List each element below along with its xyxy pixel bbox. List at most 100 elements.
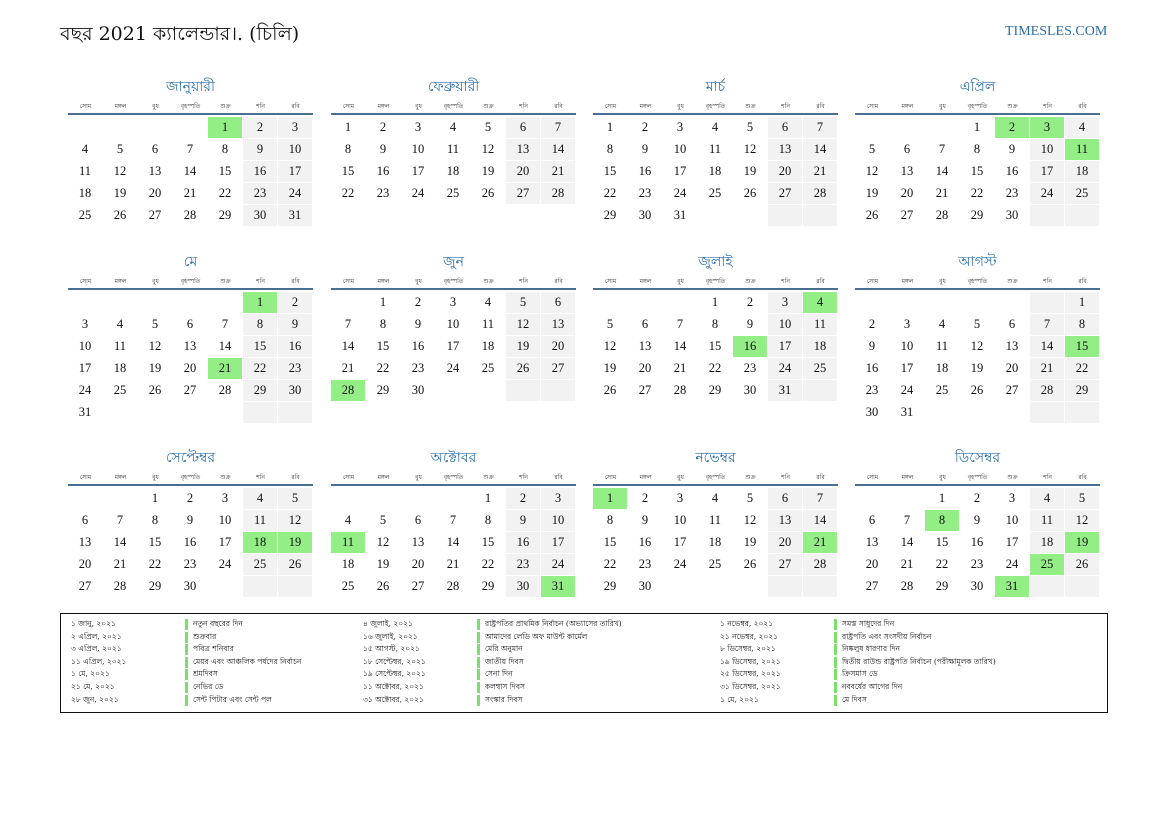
weekday-label: বৃহস্পতি (967, 103, 988, 110)
day-cell: 24 (1005, 557, 1019, 571)
holiday-date: ১৫ আগস্ট, ২০২১ (363, 644, 420, 654)
weekday-label: রবি (554, 474, 563, 481)
day-cell: 7 (116, 513, 124, 527)
day-cell: 23 (243, 183, 277, 204)
day-cell: 26 (113, 208, 127, 222)
day-cell: 12 (743, 513, 757, 527)
weekday-label: রবি (291, 474, 300, 481)
weekday-label: শুক্র (483, 278, 494, 285)
day-cell: 9 (414, 317, 422, 331)
day-cell: 27 (541, 358, 575, 379)
weekday-header: সোম মঙ্গল বুধ বৃহস্পতি শুক্র শনি রবি (68, 472, 313, 482)
day-cell: 3 (414, 120, 422, 134)
holiday-name: নববর্ষের আগের দিন (842, 682, 903, 691)
holiday-name: শ্রমদিবস (193, 669, 218, 679)
weekday-label: মঙ্গল (901, 103, 914, 110)
empty-weekend-cell (1030, 402, 1064, 423)
holiday-day-cell: 11 (331, 532, 365, 553)
holiday-day-cell: 31 (995, 576, 1029, 597)
day-cell: 17 (541, 532, 575, 553)
day-cell: 17 (900, 361, 914, 375)
holiday-day-cell: 19 (278, 532, 312, 553)
day-cell: 12 (113, 164, 127, 178)
day-cell: 4 (711, 120, 719, 134)
day-cell: 23 (278, 358, 312, 379)
day-cell: 16 (376, 164, 390, 178)
day-cell: 22 (970, 186, 984, 200)
month-name: ডিসেম্বর (954, 450, 1001, 466)
day-cell: 6 (151, 142, 159, 156)
weekday-label: রবি (816, 474, 825, 481)
day-cell: 20 (865, 557, 879, 571)
holiday-date: ৩১ ডিসেম্বর, ২০২১ (720, 682, 781, 691)
day-cell: 5 (278, 488, 312, 509)
day-cell: 4 (449, 120, 457, 134)
day-cell: 20 (411, 557, 425, 571)
day-cell: 23 (183, 557, 197, 571)
day-cell: 19 (376, 557, 390, 571)
day-cell: 19 (865, 186, 879, 200)
day-cell: 6 (506, 117, 540, 138)
site-link[interactable]: TIMESLES.COM (1005, 24, 1108, 39)
day-cell: 10 (1030, 139, 1064, 160)
holiday-date: ১৯ ডিসেম্বর, ২০২১ (720, 656, 781, 666)
day-cell: 27 (411, 579, 425, 593)
holiday-date: ৩ এপ্রিল, ২০২১ (71, 644, 122, 654)
weekday-label: বৃহস্পতি (967, 278, 988, 285)
day-cell: 29 (603, 208, 617, 222)
day-cell: 13 (78, 535, 92, 549)
weekday-label: সোম (342, 474, 355, 481)
day-cell: 30 (970, 579, 984, 593)
weekday-label: বৃহস্পতি (180, 278, 201, 285)
day-cell: 24 (541, 554, 575, 575)
weekday-header: সোম মঙ্গল বুধ বৃহস্পতি শুক্র শনি রবি (855, 276, 1100, 286)
holiday-day-cell: 18 (243, 532, 277, 553)
header-rule (331, 484, 576, 486)
weekday-label: সোম (866, 103, 879, 110)
weekday-label: রবি (816, 103, 825, 110)
weekday-label: মঙ্গল (639, 278, 652, 285)
day-cell: 5 (746, 491, 754, 505)
weekday-label: বুধ (152, 103, 159, 110)
day-cell: 10 (218, 513, 232, 527)
day-cell: 12 (278, 510, 312, 531)
weekday-label: শনি (256, 103, 265, 110)
day-cell: 13 (1005, 339, 1019, 353)
day-cell: 17 (218, 535, 232, 549)
day-cell: 21 (341, 361, 355, 375)
holiday-name: রাষ্ট্রপতির প্রাথমিক নির্বাচন (অভ্যাসের … (485, 619, 622, 628)
weekday-label: শনি (1043, 103, 1052, 110)
day-cell: 17 (411, 164, 425, 178)
day-cell: 23 (970, 557, 984, 571)
day-cell: 14 (1030, 336, 1064, 357)
day-cell: 14 (673, 339, 687, 353)
weekday-label: রবি (291, 278, 300, 285)
day-grid: 1 2 3 4 5 6 7 8 9 10 11 12 13 14 15 16 17 18 19 20 21 22 23 24 2… (593, 488, 838, 622)
holiday-marker (834, 619, 837, 630)
day-cell: 29 (603, 579, 617, 593)
day-cell: 20 (541, 336, 575, 357)
holiday-marker (834, 644, 837, 656)
day-cell: 9 (278, 314, 312, 335)
day-cell: 28 (1030, 380, 1064, 401)
header-rule (855, 288, 1100, 290)
day-cell: 6 (641, 317, 649, 331)
day-cell: 3 (449, 295, 457, 309)
header-rule (855, 484, 1100, 486)
empty-weekend-cell (1030, 576, 1064, 597)
day-cell: 24 (673, 557, 687, 571)
day-cell: 18 (803, 336, 837, 357)
day-grid: 1 2 3 4 5 6 7 8 9 10 11 12 13 14 15 16 17 18 19 20 21 22 23 24 2… (68, 292, 313, 426)
day-cell: 18 (446, 164, 460, 178)
holiday-name: নিষ্কলুষ ধারণার দিন (842, 644, 901, 654)
holiday-day-cell: 3 (1030, 117, 1064, 138)
day-cell: 9 (186, 513, 194, 527)
holiday-marker (185, 656, 188, 668)
day-cell: 26 (376, 579, 390, 593)
empty-weekend-cell (803, 576, 837, 597)
day-cell: 24 (1030, 183, 1064, 204)
weekday-label: বুধ (152, 278, 159, 285)
day-cell: 21 (113, 557, 127, 571)
day-cell: 9 (379, 142, 387, 156)
holiday-date: ১১ এপ্রিল, ২০২১ (71, 656, 127, 666)
